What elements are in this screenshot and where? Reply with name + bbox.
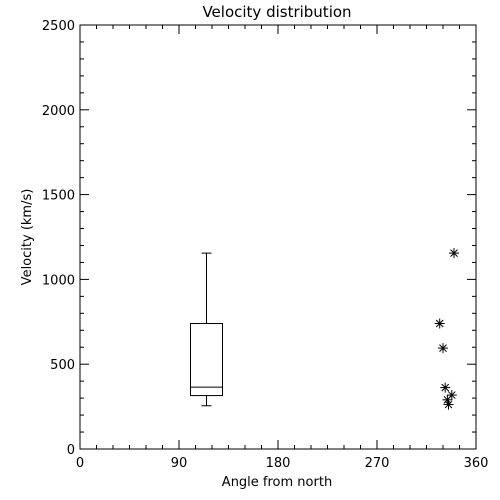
y-tick-label: 2500	[42, 19, 75, 34]
asterisk-stroke	[447, 391, 456, 399]
y-tick-label: 1500	[42, 189, 75, 204]
asterisk-stroke	[439, 344, 447, 352]
chart-title: Velocity distribution	[202, 3, 351, 21]
x-tick-label: 270	[365, 456, 390, 471]
data-point-asterisk	[449, 248, 459, 259]
plot-frame	[79, 24, 477, 450]
y-axis-title: Velocity (km/s)	[20, 189, 35, 286]
asterisk-stroke	[444, 400, 453, 409]
y-tick-label: 1000	[42, 273, 75, 288]
asterisk-stroke	[435, 319, 444, 328]
box-iqr	[190, 322, 223, 397]
y-tick-label: 500	[50, 358, 75, 373]
x-tick-label: 180	[266, 456, 291, 471]
asterisk-stroke	[441, 383, 450, 392]
data-point-asterisk	[443, 399, 454, 410]
data-point-asterisk	[434, 318, 445, 329]
x-axis-title: Angle from north	[222, 475, 332, 490]
x-tick-label: 360	[464, 456, 489, 471]
x-axis-ticks: 0 90 180 270 360	[76, 25, 489, 471]
data-point-asterisk	[438, 343, 448, 354]
asterisk-stroke	[450, 249, 458, 257]
x-tick-label: 90	[171, 456, 188, 471]
x-tick-label: 0	[76, 456, 84, 471]
y-axis-ticks: 0 500 1000 1500 2000 2500	[42, 19, 476, 458]
scatter-series	[434, 248, 459, 410]
y-tick-label: 2000	[42, 104, 75, 119]
data-point-asterisk	[446, 390, 457, 401]
data-point-asterisk	[440, 382, 451, 393]
box-plot	[190, 252, 223, 407]
y-tick-label: 0	[67, 443, 75, 458]
